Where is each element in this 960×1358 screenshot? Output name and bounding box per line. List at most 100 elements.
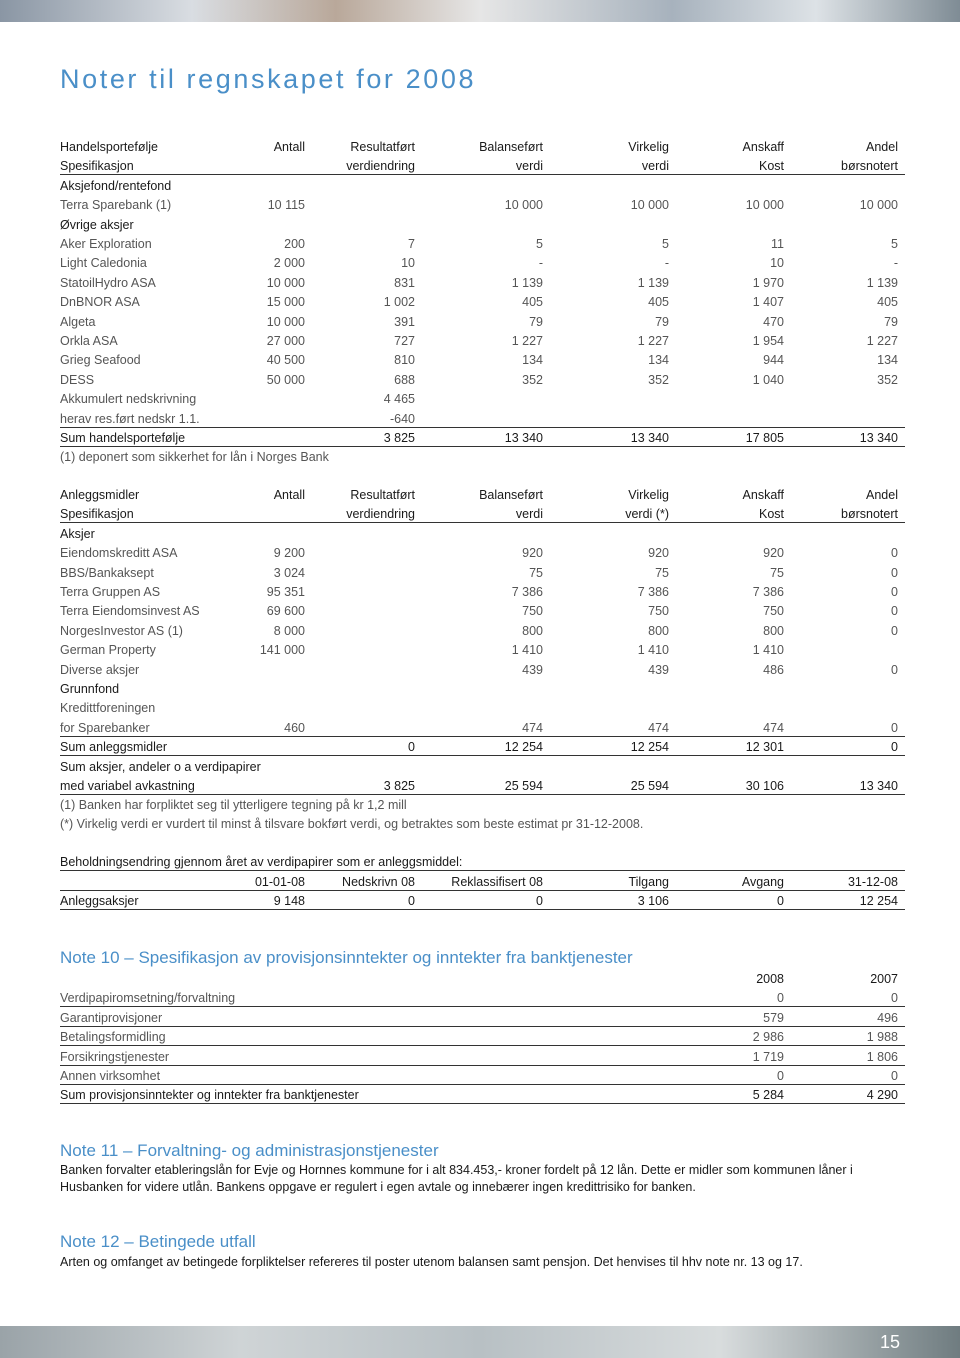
cell: 1 139 — [637, 275, 669, 290]
cell: 0 — [891, 662, 898, 677]
note-heading: Note 11 – Forvaltning- og administrasjon… — [60, 1141, 439, 1160]
cell: 0 — [777, 894, 784, 909]
cell: 1 040 — [752, 372, 784, 387]
cell: 0 — [408, 894, 415, 909]
cell: 920 — [648, 546, 669, 561]
cell: 17 805 — [745, 431, 784, 445]
cell: 0 — [891, 604, 898, 619]
cell: Anskaff — [742, 140, 784, 154]
row-label: Sum provisjonsinntekter og inntekter fra… — [60, 1088, 359, 1103]
cell: 352 — [522, 372, 543, 387]
cell: Nedskrivn 08 — [342, 875, 415, 889]
cell: Andel — [866, 140, 898, 154]
cell: 391 — [394, 314, 415, 329]
cell: 11 — [771, 237, 784, 251]
cell: 13 340 — [630, 431, 669, 445]
rule — [60, 794, 905, 795]
cell: 7 386 — [752, 585, 784, 599]
cell: 200 — [284, 237, 305, 251]
cell: 352 — [877, 372, 898, 387]
cell: 1 719 — [752, 1049, 784, 1064]
cell: 1 410 — [637, 643, 669, 658]
row-label: StatoilHydro ASA — [60, 275, 156, 290]
row-label: Anleggsaksjer — [60, 894, 139, 909]
cell: Avgang — [741, 875, 784, 889]
cell: 474 — [522, 720, 543, 735]
row-label: Akkumulert nedskrivning — [60, 392, 197, 407]
cell: 800 — [648, 623, 669, 638]
row-label: Sum aksjer, andeler o a verdipapirer — [60, 759, 261, 774]
cell: 7 386 — [511, 585, 543, 599]
cell: Resultatført — [350, 488, 415, 502]
cell: 750 — [648, 604, 669, 619]
rule — [60, 735, 905, 737]
row-label: Aksjefond/rentefond — [60, 178, 172, 193]
cell: 2008 — [756, 972, 784, 986]
note-heading: Note 10 – Spesifikasjon av provisjonsinn… — [60, 948, 633, 967]
cell: 688 — [394, 372, 415, 387]
row-label: med variabel avkastning — [60, 779, 195, 793]
paragraph-line: Arten og omfanget av betingede forplikte… — [60, 1255, 803, 1269]
cell: børsnotert — [841, 159, 898, 174]
cell: 1 407 — [752, 295, 784, 310]
row-label: for Sparebanker — [60, 720, 150, 735]
cell: 3 825 — [383, 431, 415, 445]
cell: 50 000 — [266, 372, 305, 387]
cell: 0 — [891, 740, 898, 755]
cell: 8 000 — [273, 623, 305, 638]
rule — [60, 174, 905, 176]
cell: - — [664, 256, 669, 271]
cell: 10 000 — [504, 198, 543, 213]
cell: 470 — [763, 314, 784, 329]
cell: 10 115 — [267, 198, 305, 213]
row-label: Verdipapiromsetning/forvaltning — [60, 991, 236, 1006]
cell: 5 284 — [752, 1088, 784, 1103]
cell: 75 — [655, 565, 669, 580]
rule — [60, 1045, 905, 1047]
cell: 1 139 — [866, 275, 898, 290]
page-number: 15 — [880, 1332, 901, 1352]
cell: 474 — [648, 720, 669, 735]
cell: 1 227 — [637, 334, 669, 348]
rule — [60, 426, 905, 428]
rule — [60, 890, 905, 891]
row-label: Betalingsformidling — [60, 1030, 166, 1045]
cell: 405 — [522, 295, 543, 310]
cell: 0 — [891, 1069, 898, 1083]
rule — [60, 755, 905, 757]
cell: 831 — [394, 275, 415, 290]
cell: 10 000 — [266, 314, 305, 329]
cell: 1 002 — [383, 295, 415, 310]
cell: 7 386 — [637, 585, 669, 599]
cell: 0 — [891, 585, 898, 599]
rule — [60, 1064, 905, 1066]
cell: 0 — [777, 991, 784, 1006]
cell: Anskaff — [742, 488, 784, 502]
cell: Virkelig — [628, 140, 669, 154]
cell: 3 106 — [637, 894, 669, 909]
row-label: Øvrige aksjer — [60, 217, 134, 232]
cell: 496 — [877, 1010, 898, 1025]
cell: 0 — [536, 894, 543, 909]
cell: 13 340 — [504, 431, 543, 445]
cell: 1 806 — [866, 1049, 898, 1064]
cell: -640 — [389, 411, 415, 426]
cell: 4 290 — [866, 1088, 898, 1103]
cell: 4 465 — [383, 392, 415, 407]
cell: 1 227 — [866, 334, 898, 348]
cell: 9 200 — [273, 546, 305, 561]
cell: 13 340 — [859, 779, 898, 793]
cell: 1 970 — [752, 275, 784, 290]
cell: 405 — [877, 295, 898, 310]
cell: verdiendring — [346, 159, 415, 174]
cell: 79 — [884, 314, 898, 329]
cell: 0 — [891, 546, 898, 561]
rule — [60, 870, 905, 871]
cell: 944 — [763, 353, 784, 368]
cell: 1 410 — [752, 643, 784, 658]
cell: Kost — [758, 159, 784, 174]
cell: Balanseført — [479, 140, 543, 154]
cell: 0 — [891, 991, 898, 1006]
page-title: Noter til regnskapet for 2008 — [60, 64, 477, 94]
